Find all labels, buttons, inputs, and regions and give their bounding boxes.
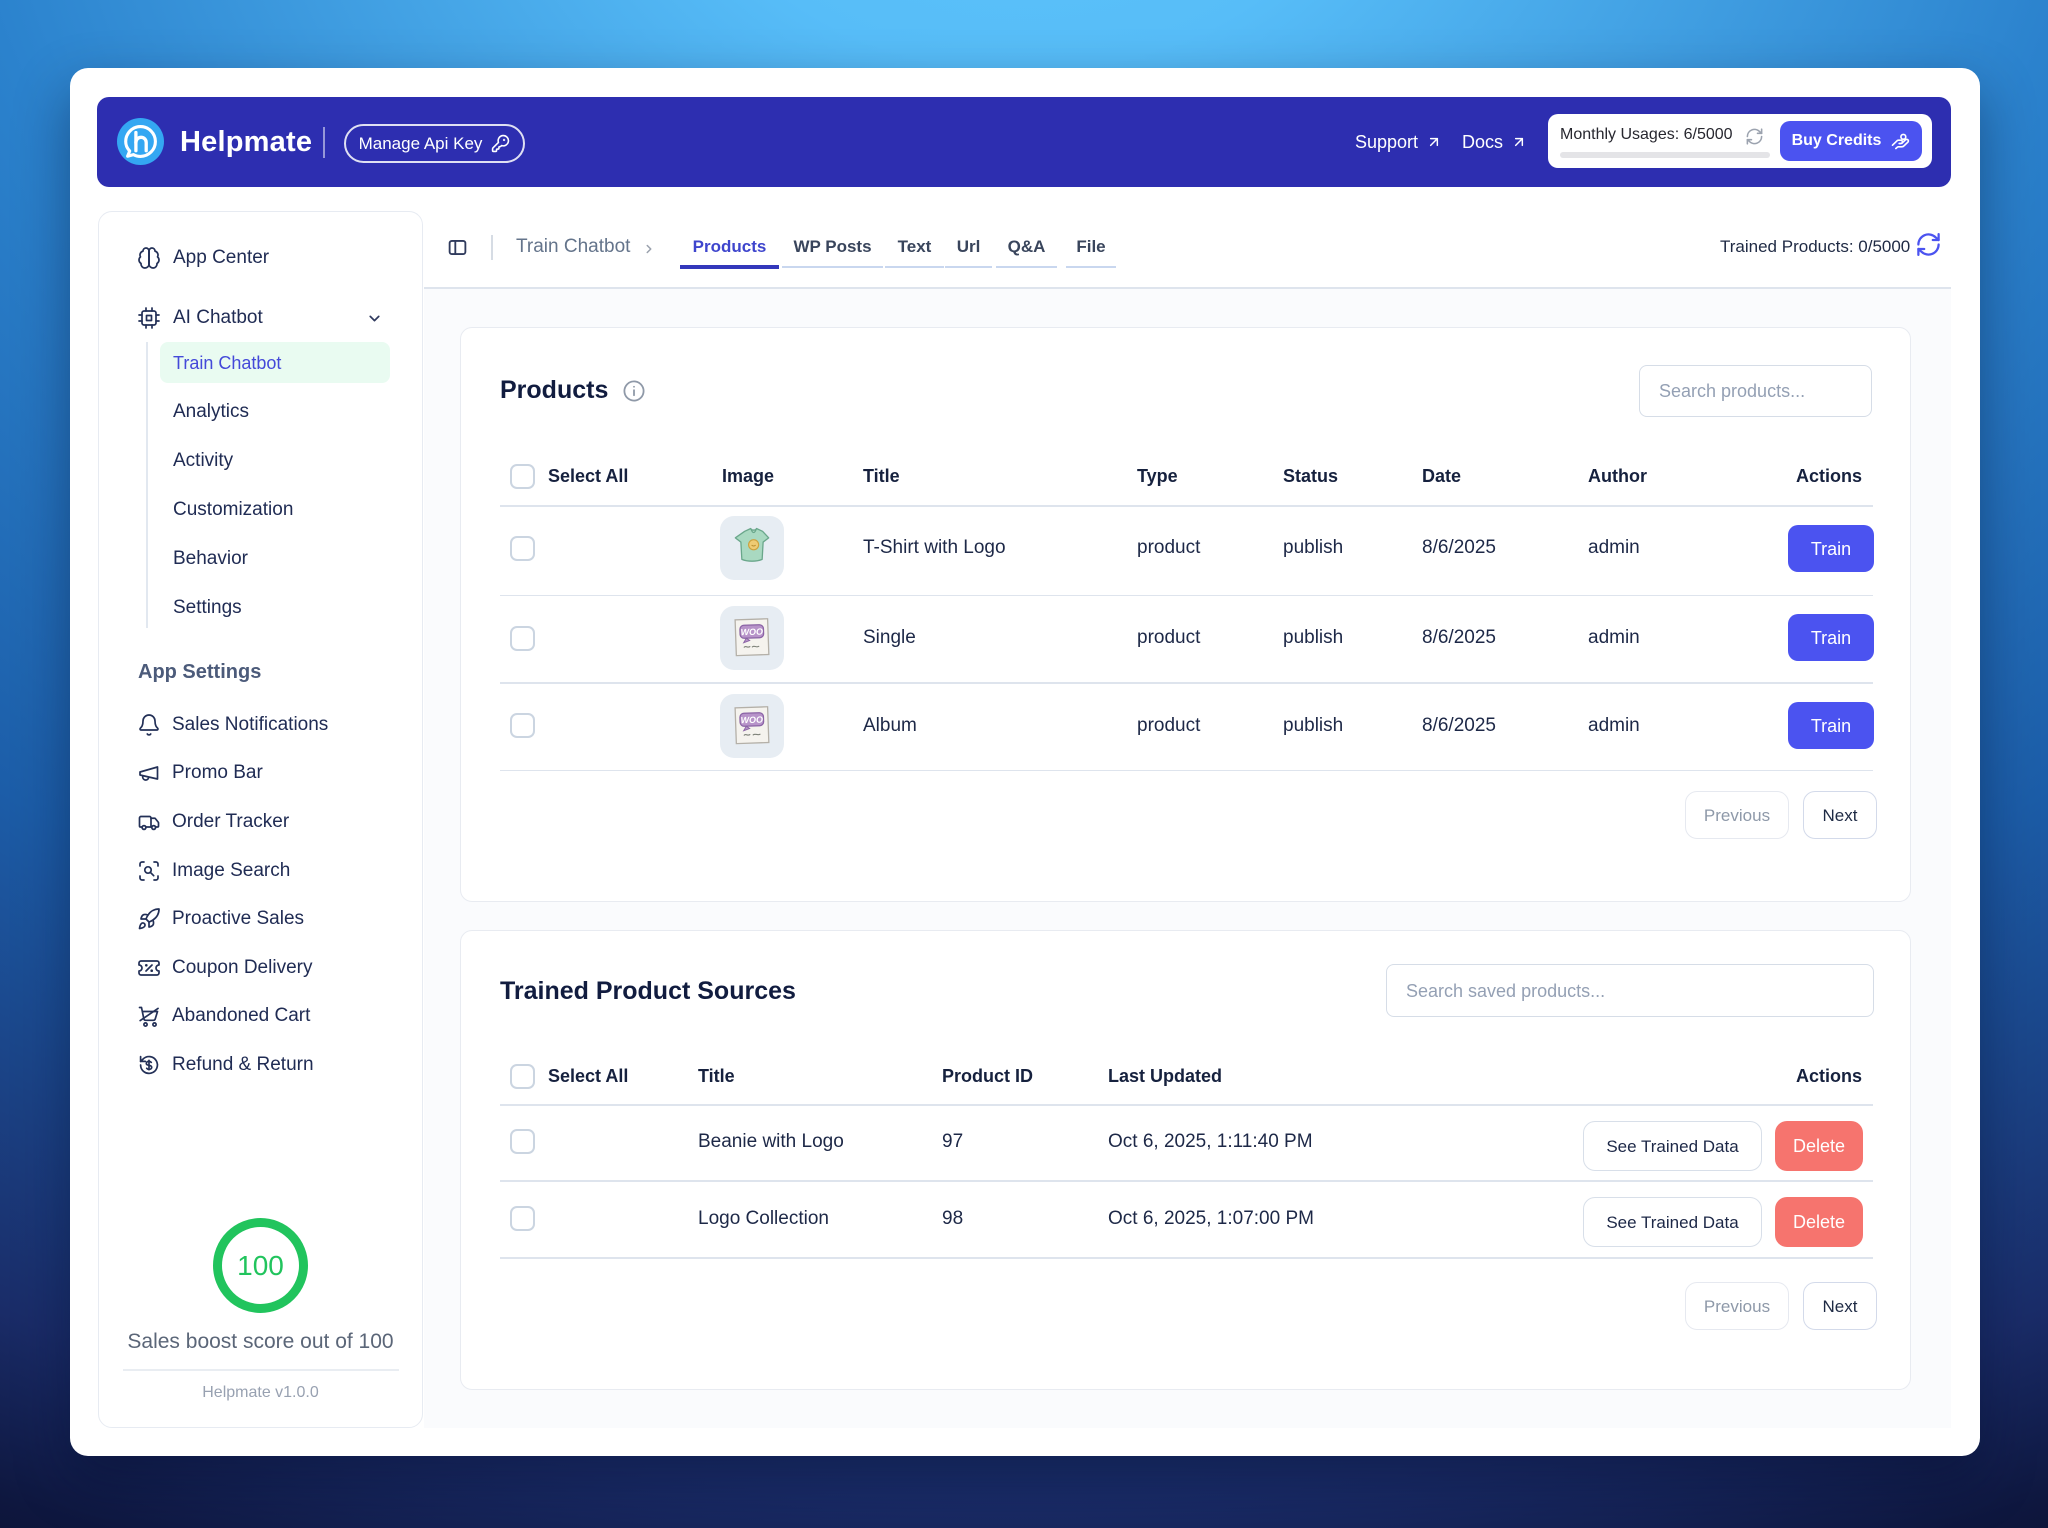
svg-text:WOO: WOO <box>740 627 763 638</box>
svg-text:WOO: WOO <box>740 715 763 726</box>
